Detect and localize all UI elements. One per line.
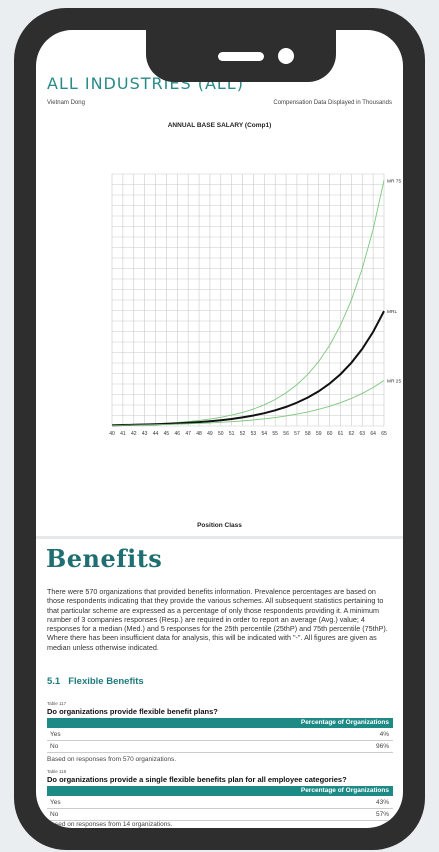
benefits-paragraph: There were 570 organizations that provid…	[47, 587, 388, 652]
x-tick-label: 45	[164, 431, 170, 437]
benefits-heading: Benefits	[46, 544, 163, 573]
x-tick-label: 59	[316, 431, 322, 437]
x-tick-label: 62	[349, 431, 355, 437]
x-tick-label: 50	[218, 431, 224, 437]
compensation-note: Compensation Data Displayed in Thousands	[273, 100, 392, 106]
table-label: Table 118	[47, 769, 67, 774]
table-row: Yes 43%	[47, 797, 393, 809]
row-key: No	[50, 743, 59, 750]
row-key: Yes	[50, 731, 61, 738]
camera-icon	[278, 48, 294, 64]
chart-title: ANNUAL BASE SALARY (Comp1)	[167, 122, 272, 129]
table-note: Based on responses from 14 organizations…	[47, 821, 173, 828]
series-label: MR 25	[387, 378, 401, 384]
table-row: No 96%	[47, 741, 393, 753]
x-tick-label: 58	[305, 431, 311, 437]
row-value: 43%	[375, 799, 389, 806]
x-tick-label: 60	[327, 431, 333, 437]
x-tick-label: 41	[120, 431, 126, 437]
x-tick-label: 52	[240, 431, 246, 437]
salary-chart: 40 41 42 43 44 45 46 47 48 49 50 51 52 53 54 55 56 57 58 59…	[109, 173, 401, 437]
x-tick-label: 47	[185, 431, 191, 437]
table-header: Percentage of Organizations	[47, 718, 393, 728]
x-tick-label: 48	[196, 431, 202, 437]
series-line	[111, 380, 385, 426]
table-note: Based on responses from 570 organization…	[47, 756, 176, 763]
notch	[146, 30, 336, 82]
x-tick-label: 65	[381, 431, 387, 437]
row-value: 96%	[375, 743, 389, 750]
x-tick-label: 43	[142, 431, 148, 437]
x-tick-label: 51	[229, 431, 235, 437]
section-heading: 5.1 Flexible Benefits	[47, 676, 144, 687]
section-title: Flexible Benefits	[68, 676, 144, 687]
document-page[interactable]: ALL INDUSTRIES (ALL) Vietnam Dong Compen…	[36, 30, 403, 828]
divider	[36, 536, 403, 539]
currency-label: Vietnam Dong	[47, 100, 85, 106]
row-key: No	[50, 811, 59, 818]
x-tick-label: 64	[370, 431, 376, 437]
series-label: MR 75	[387, 178, 401, 184]
table-row: Yes 4%	[47, 729, 393, 741]
table-question: Do organizations provide a single flexib…	[47, 775, 347, 784]
x-tick-label: 61	[338, 431, 344, 437]
chart-x-label: Position Class	[197, 522, 242, 529]
row-key: Yes	[50, 799, 61, 806]
phone-frame: ALL INDUSTRIES (ALL) Vietnam Dong Compen…	[14, 8, 425, 850]
table-header: Percentage of Organizations	[47, 786, 393, 796]
row-value: 57%	[375, 811, 389, 818]
series-line	[111, 180, 385, 426]
x-tick-label: 54	[262, 431, 268, 437]
x-tick-label: 46	[174, 431, 180, 437]
x-tick-label: 57	[294, 431, 300, 437]
x-tick-label: 44	[153, 431, 159, 437]
x-tick-label: 56	[283, 431, 289, 437]
speaker-icon	[218, 52, 264, 61]
table-header-label: Percentage of Organizations	[300, 787, 389, 794]
table-question: Do organizations provide flexible benefi…	[47, 707, 218, 716]
table-label: Table 117	[47, 701, 67, 706]
row-value: 4%	[379, 731, 389, 738]
table-row: No 57%	[47, 809, 393, 821]
x-tick-label: 55	[272, 431, 278, 437]
series-label: MRL	[387, 309, 397, 315]
x-tick-label: 53	[251, 431, 257, 437]
table-header-label: Percentage of Organizations	[300, 719, 389, 726]
series-line	[111, 310, 385, 427]
x-tick-label: 40	[109, 431, 115, 437]
x-tick-label: 49	[207, 431, 213, 437]
x-tick-label: 63	[359, 431, 365, 437]
x-tick-label: 42	[131, 431, 137, 437]
section-number: 5.1	[47, 676, 61, 687]
screen: ALL INDUSTRIES (ALL) Vietnam Dong Compen…	[36, 30, 403, 828]
